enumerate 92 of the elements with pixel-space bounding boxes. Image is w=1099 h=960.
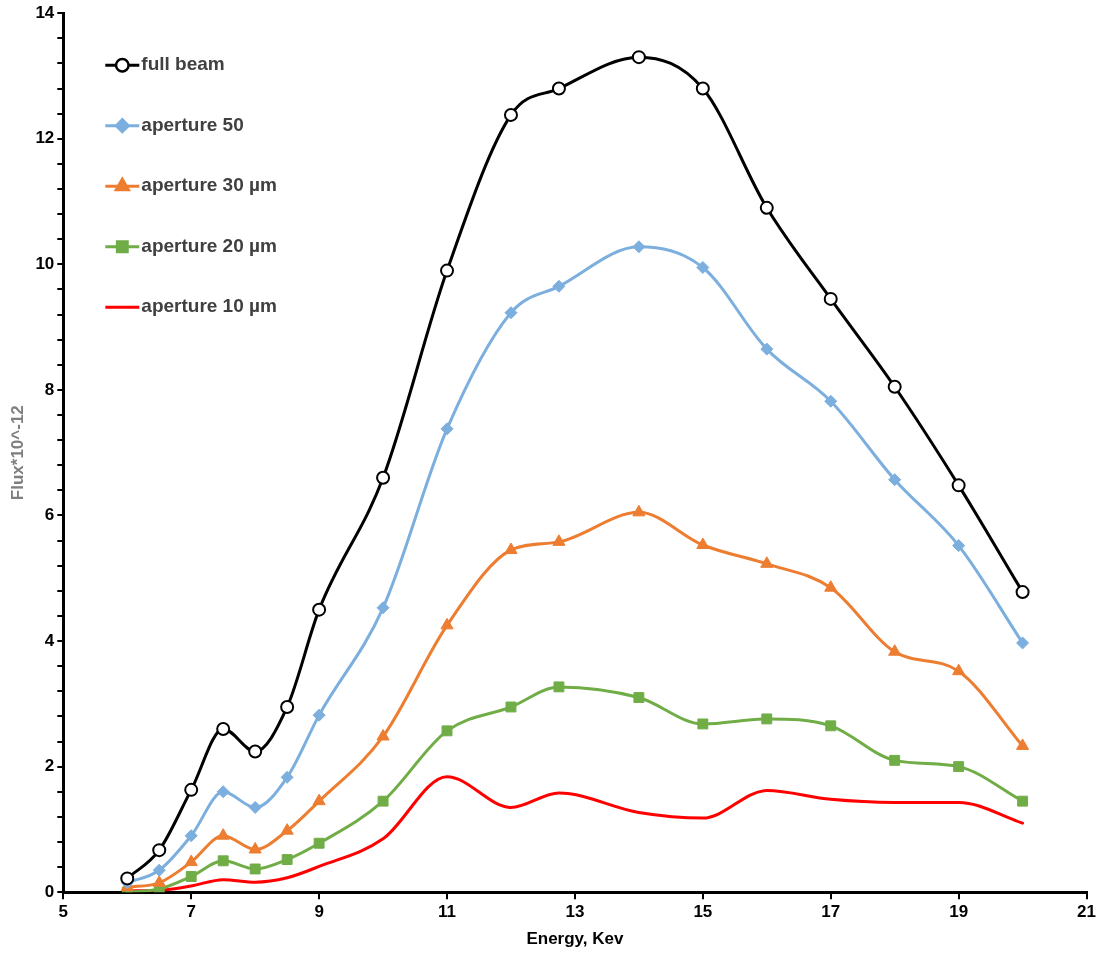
point — [281, 854, 293, 865]
point — [697, 718, 709, 730]
legend-label: full beam — [141, 53, 225, 75]
y-tick-label: 10 — [35, 254, 55, 274]
legend-label: aperture 50 — [141, 113, 244, 135]
point — [632, 504, 646, 517]
x-tick-label: 13 — [565, 902, 585, 922]
point — [1015, 585, 1030, 600]
point — [631, 50, 646, 65]
x-axis-title: Energy, Kev — [526, 929, 624, 949]
point — [1016, 738, 1030, 750]
point — [760, 342, 774, 356]
point — [633, 692, 645, 704]
point — [696, 260, 710, 274]
point — [440, 422, 454, 436]
point — [440, 617, 454, 630]
point — [951, 478, 966, 493]
x-tick-label: 15 — [693, 902, 713, 922]
point — [312, 708, 326, 722]
y-tick-label: 4 — [44, 630, 55, 650]
point — [312, 793, 326, 806]
point — [888, 644, 902, 656]
point — [503, 107, 518, 122]
point — [1016, 636, 1030, 650]
point — [551, 81, 566, 96]
point — [377, 795, 389, 807]
x-tick-label: 5 — [58, 902, 69, 922]
point — [824, 394, 838, 408]
point — [552, 534, 566, 546]
point — [248, 744, 263, 759]
point — [824, 580, 838, 592]
point — [759, 200, 774, 215]
point — [217, 855, 229, 867]
x-tick-label: 19 — [949, 902, 969, 922]
point — [216, 785, 230, 799]
point — [823, 291, 838, 306]
legend-label: aperture 10 µm — [141, 295, 277, 317]
point — [504, 542, 518, 555]
point — [696, 537, 710, 549]
y-tick-label: 2 — [44, 756, 55, 776]
point — [825, 720, 837, 732]
point — [185, 871, 197, 882]
point — [216, 721, 231, 736]
point — [440, 263, 455, 278]
y-tick-label: 0 — [44, 881, 55, 901]
point — [216, 828, 230, 840]
point — [1017, 795, 1029, 807]
legend-label: aperture 20 µm — [141, 234, 277, 256]
point — [552, 279, 566, 293]
point — [249, 863, 261, 875]
point — [184, 829, 198, 843]
point — [280, 823, 294, 835]
point — [312, 602, 327, 617]
x-tick-label: 17 — [821, 902, 841, 922]
point — [952, 663, 966, 676]
point — [504, 306, 518, 320]
point — [248, 800, 262, 814]
point — [553, 681, 565, 693]
point — [695, 81, 710, 96]
point — [152, 863, 166, 877]
point — [280, 699, 295, 714]
y-tick-label: 12 — [35, 128, 55, 148]
point — [280, 770, 294, 784]
point — [184, 782, 199, 797]
point — [376, 728, 390, 741]
point — [760, 556, 774, 568]
x-tick-label: 11 — [438, 902, 457, 922]
y-tick-label: 6 — [44, 505, 55, 525]
point — [152, 875, 166, 887]
point — [152, 843, 167, 858]
point — [120, 871, 135, 886]
point — [953, 761, 965, 773]
y-tick-label: 14 — [35, 2, 55, 22]
point — [376, 601, 390, 615]
point — [887, 379, 902, 394]
point — [376, 470, 391, 485]
legend-label: aperture 30 µm — [141, 174, 277, 196]
point — [761, 713, 773, 725]
y-tick-label: 8 — [44, 379, 55, 399]
point — [184, 854, 198, 867]
point — [505, 701, 517, 713]
point — [248, 842, 262, 854]
point — [952, 539, 966, 553]
y-axis-title: Flux*10^-12 — [7, 405, 27, 501]
point — [889, 754, 901, 766]
point — [313, 837, 325, 849]
x-tick-label: 21 — [1077, 902, 1097, 922]
point — [632, 240, 646, 254]
point — [441, 725, 453, 737]
x-tick-label: 9 — [314, 902, 324, 922]
x-tick-label: 7 — [186, 902, 196, 922]
point — [888, 473, 902, 487]
